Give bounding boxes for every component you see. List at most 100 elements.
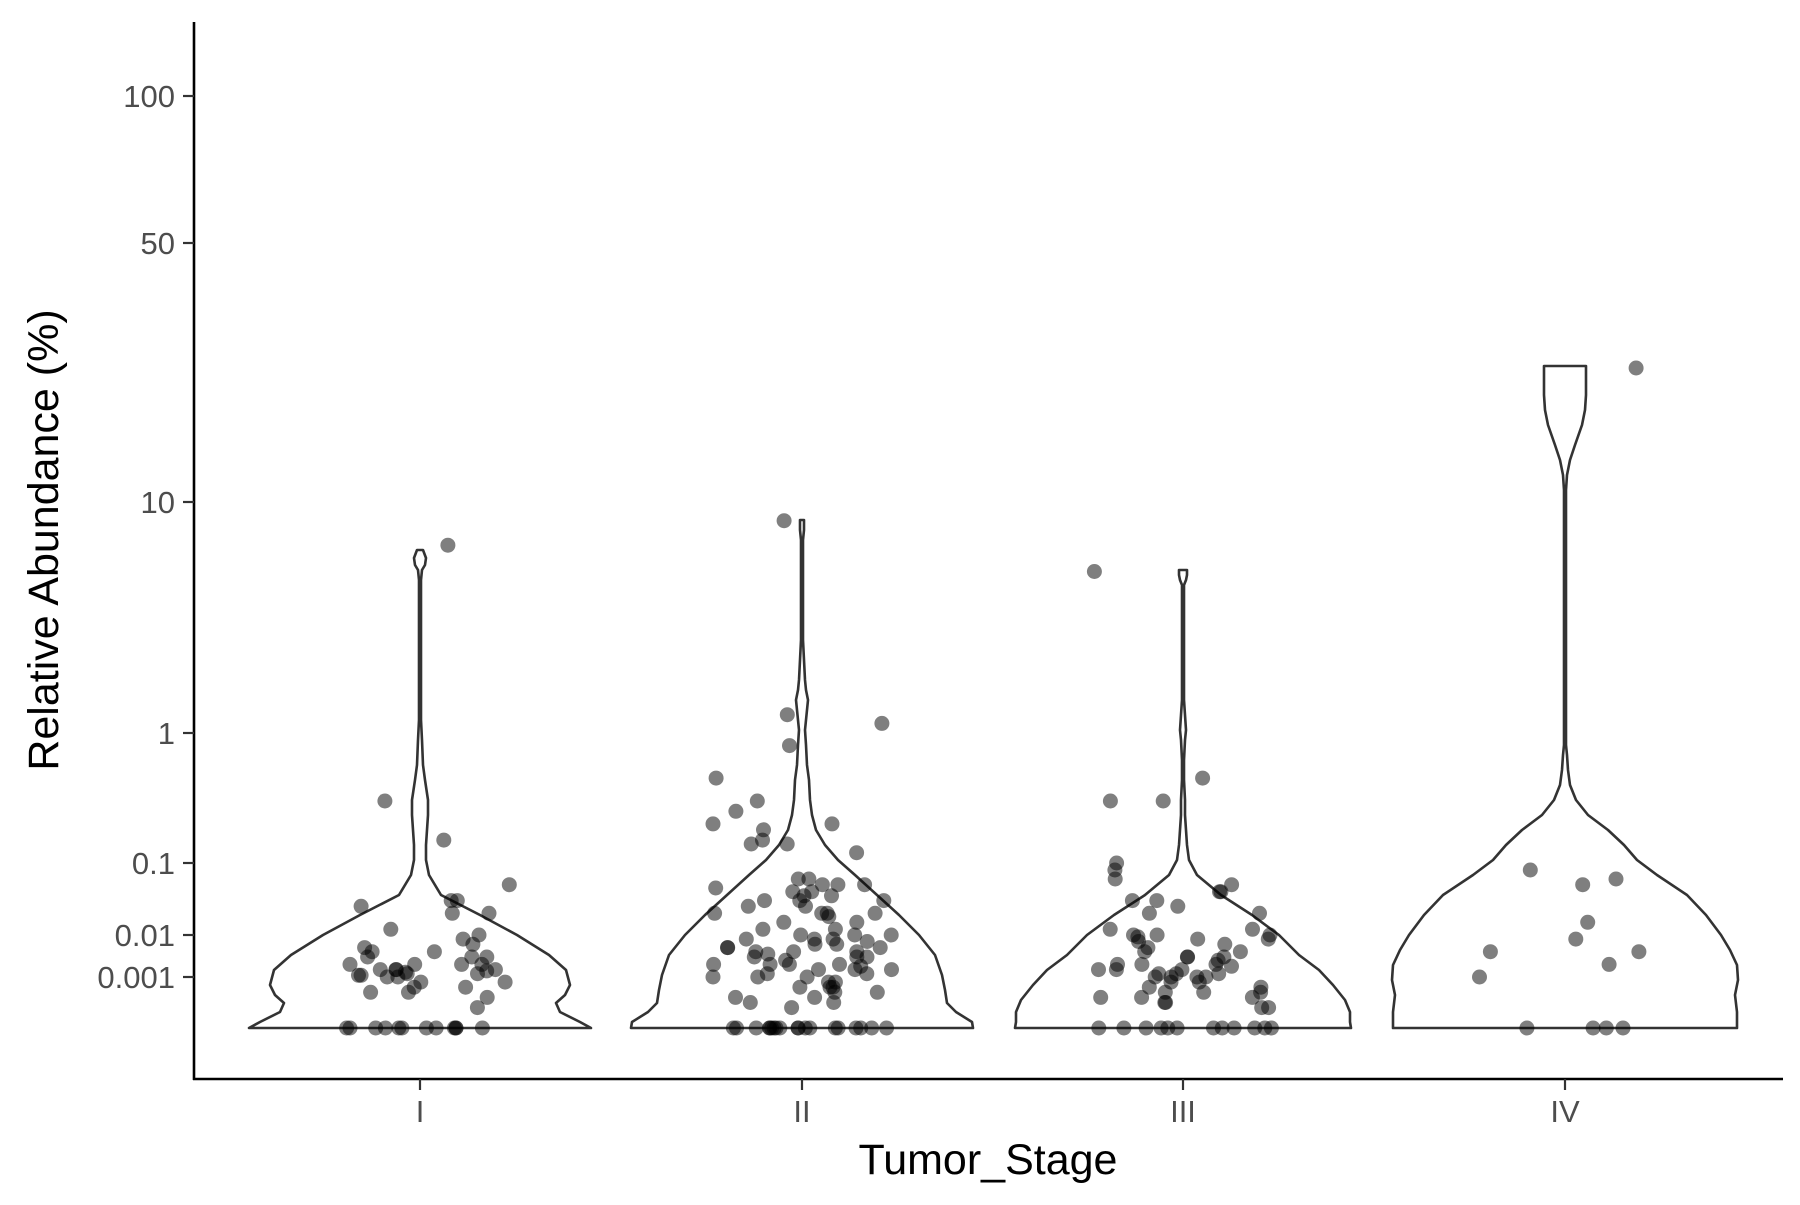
violin-I — [247, 548, 593, 1030]
data-point-III — [1134, 956, 1150, 972]
data-point-II — [874, 715, 890, 731]
data-point-II — [807, 989, 823, 1005]
data-point-II — [790, 1020, 806, 1036]
data-point-III — [1124, 893, 1140, 909]
data-point-II — [859, 966, 875, 982]
data-point-I — [401, 984, 416, 1000]
data-point-I — [470, 966, 485, 982]
data-point-III — [1261, 1000, 1277, 1016]
data-point-I — [360, 949, 376, 965]
data-point-II — [824, 816, 840, 832]
y-tick-label: 100 — [123, 79, 175, 114]
data-point-II — [829, 936, 845, 952]
data-point-IV — [1472, 969, 1487, 985]
data-point-II — [848, 1020, 864, 1036]
data-point-II — [859, 934, 875, 949]
data-point-I — [497, 974, 513, 990]
data-point-II — [798, 898, 813, 914]
data-point-I — [368, 1020, 384, 1036]
points-layer — [339, 360, 1647, 1036]
data-point-II — [793, 927, 809, 943]
x-tick-label: I — [416, 1094, 425, 1129]
y-tick-label: 1 — [158, 716, 175, 751]
data-point-III — [1137, 944, 1153, 960]
data-point-III — [1252, 905, 1267, 921]
data-point-IV — [1482, 944, 1498, 960]
data-point-II — [766, 1020, 782, 1036]
data-point-II — [779, 707, 795, 723]
data-point-I — [454, 956, 470, 972]
x-tick-label: II — [793, 1094, 810, 1129]
data-point-I — [458, 979, 474, 995]
data-point-II — [849, 845, 865, 861]
data-point-II — [705, 816, 721, 832]
data-point-II — [740, 898, 756, 914]
data-point-II — [755, 921, 771, 937]
data-point-II — [876, 893, 892, 909]
data-point-II — [792, 979, 808, 995]
violin-II — [629, 518, 975, 1030]
data-point-IV — [1522, 862, 1538, 878]
data-point-III — [1091, 962, 1106, 978]
data-point-III — [1232, 944, 1248, 960]
data-point-III — [1196, 984, 1212, 1000]
x-axis-title: Tumor_Stage — [859, 1136, 1118, 1184]
data-point-III — [1211, 966, 1227, 982]
data-point-II — [755, 832, 770, 848]
data-point-II — [706, 956, 722, 972]
data-point-II — [790, 871, 806, 887]
data-point-III — [1141, 979, 1157, 995]
x-tick-label: IV — [1550, 1094, 1580, 1129]
data-point-III — [1093, 989, 1109, 1005]
data-point-I — [339, 1020, 355, 1036]
data-point-II — [872, 940, 888, 956]
data-point-II — [749, 793, 765, 809]
data-point-I — [390, 969, 406, 985]
data-point-IV — [1608, 871, 1624, 887]
data-point-II — [807, 936, 823, 952]
data-point-I — [436, 832, 452, 848]
data-point-II — [884, 962, 899, 978]
data-point-III — [1212, 884, 1227, 900]
data-point-I — [353, 898, 369, 914]
data-point-II — [869, 984, 885, 1000]
data-point-III — [1102, 793, 1118, 809]
data-point-II — [757, 893, 772, 909]
data-point-III — [1224, 958, 1239, 974]
data-point-III — [1107, 871, 1123, 887]
y-tick-label: 0.001 — [97, 960, 175, 995]
data-point-I — [501, 877, 517, 893]
data-point-IV — [1601, 956, 1617, 972]
data-point-I — [448, 1020, 464, 1036]
data-point-III — [1226, 1020, 1242, 1036]
data-point-II — [784, 1000, 800, 1016]
data-point-II — [811, 962, 826, 978]
data-point-III — [1149, 893, 1165, 909]
data-point-I — [377, 793, 393, 809]
y-tick-label: 10 — [141, 485, 175, 520]
data-point-II — [830, 877, 846, 893]
data-point-I — [469, 1000, 485, 1016]
data-point-II — [849, 914, 865, 930]
data-point-II — [743, 836, 759, 852]
data-point-III — [1217, 936, 1233, 952]
data-point-II — [830, 1020, 846, 1036]
data-point-II — [879, 1020, 894, 1036]
data-point-I — [391, 1020, 407, 1036]
data-point-III — [1180, 949, 1196, 965]
data-point-I — [351, 967, 366, 983]
data-point-III — [1244, 989, 1260, 1005]
data-point-IV — [1585, 1020, 1601, 1036]
data-point-II — [746, 949, 762, 965]
data-point-IV — [1575, 877, 1591, 893]
data-point-I — [440, 537, 456, 553]
data-point-III — [1169, 1020, 1185, 1036]
data-point-II — [824, 888, 839, 904]
data-point-I — [449, 893, 465, 909]
data-point-IV — [1568, 931, 1584, 947]
data-point-II — [738, 931, 754, 947]
data-point-III — [1149, 927, 1165, 943]
data-point-III — [1108, 962, 1124, 978]
data-point-I — [465, 936, 481, 952]
